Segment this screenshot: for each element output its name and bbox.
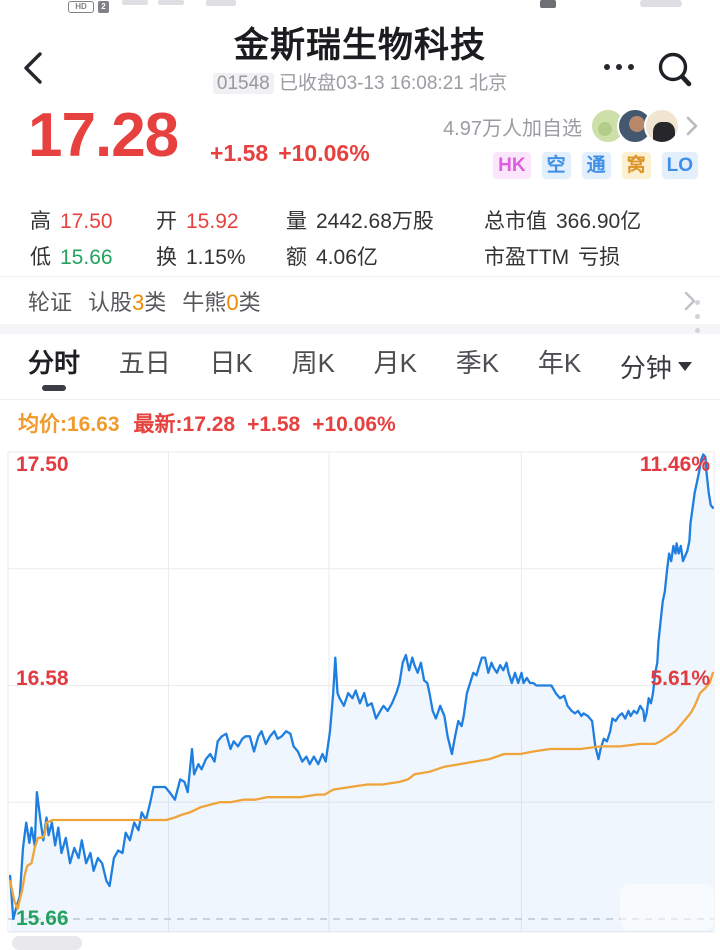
search-button[interactable] [656, 50, 696, 94]
warrants-group: 认股3类 [88, 289, 167, 315]
quote-section: 17.28 +1.58 +10.06% 4.97万人加自选 HK 空通窝 LO [0, 101, 720, 198]
followers-row[interactable]: 4.97万人加自选 [443, 108, 700, 144]
market-tag-lo[interactable]: LO [661, 152, 698, 179]
stat-cell: 高 17.50 [30, 210, 113, 233]
tab-item-1[interactable]: 五日 [118, 347, 171, 378]
stat-cell: 开 15.92 [156, 210, 239, 233]
y-label-mid: 16.58 [16, 667, 69, 690]
intraday-chart[interactable]: 17.50 16.58 15.66 11.46% 5.61% [0, 446, 720, 950]
stock-code: 01548 [212, 73, 274, 94]
carrier-icon [206, 0, 236, 6]
time-icon [540, 0, 556, 8]
stat-cell: 额 4.06亿 [286, 246, 378, 269]
tab-item-4[interactable]: 月K [373, 347, 417, 378]
follower-avatars [590, 108, 680, 144]
stock-status-line: 01548 已收盘03-13 16:08:21 北京 [0, 68, 720, 95]
stat-cell: 量 2442.68万股 [286, 210, 434, 233]
warrants-group: 牛熊0类 [182, 289, 261, 315]
followers-count: 4.97万人加自选 [443, 117, 582, 140]
minute-dropdown[interactable]: 分钟 [620, 348, 692, 385]
section-divider [0, 324, 720, 334]
y-label-high: 17.50 [16, 453, 69, 476]
tab-item-0[interactable]: 分时 [28, 343, 80, 391]
stats-more-button[interactable] [691, 296, 704, 337]
warrants-row[interactable]: 轮证 认股3类 牛熊0类 [0, 276, 720, 324]
market-tag-hk[interactable]: HK [493, 152, 531, 179]
y-label-pct-mid: 5.61% [650, 667, 710, 690]
change-percent: +10.06% [278, 140, 370, 166]
y-label-low: 15.66 [16, 907, 69, 930]
stat-cell: 换 1.15% [156, 246, 246, 269]
wifi-icon [158, 0, 184, 5]
network-badge-icon: 2 [98, 1, 109, 13]
market-status: 已收盘03-13 16:08:21 北京 [279, 73, 508, 94]
last-price: 17.28 [28, 101, 179, 170]
change-value: +1.58 [210, 140, 269, 166]
back-button[interactable] [18, 48, 48, 88]
page-title: 金斯瑞生物科技 [233, 26, 486, 65]
chevron-right-icon [686, 116, 698, 136]
stat-cell: 市盈TTM 亏损 [484, 246, 621, 269]
battery-icon [640, 0, 682, 7]
y-label-pct-high: 11.46% [639, 453, 710, 476]
price-change: +1.58 +10.06% [210, 140, 380, 167]
stats-grid: 高 17.50 开 15.92 量 2442.68万股 总市值 366.90亿低 15.66 换 1… [0, 198, 720, 276]
chart-period-tabs: 分时 五日 日K 周K 月K 季K 年K 分钟 [0, 334, 720, 400]
status-bar: HD 2 [0, 0, 720, 14]
tab-item-3[interactable]: 周K [291, 347, 335, 378]
avatar [644, 108, 680, 144]
bottom-handle [12, 936, 82, 950]
chart-legend: 均价:16.63 最新:17.28 +1.58 +10.06% [0, 400, 720, 446]
avg-price-label: 均价:16.63 [18, 413, 120, 436]
stat-cell: 总市值 366.90亿 [484, 210, 642, 233]
header: 金斯瑞生物科技 01548 已收盘03-13 16:08:21 北京 [0, 14, 720, 102]
signal-icon [122, 0, 148, 5]
market-tag-通[interactable]: 通 [581, 152, 611, 179]
chevron-down-icon [677, 362, 692, 371]
market-tag-空[interactable]: 空 [541, 152, 571, 179]
chart-canvas[interactable] [0, 446, 720, 948]
market-tag-窝[interactable]: 窝 [621, 152, 651, 179]
hd-indicator-icon: HD [68, 1, 94, 13]
tab-item-5[interactable]: 季K [455, 347, 500, 378]
market-tags: HK 空通窝 LO [493, 152, 698, 179]
tab-item-2[interactable]: 日K [209, 347, 253, 378]
chevron-right-icon [684, 291, 696, 310]
warrants-label: 轮证 [28, 289, 73, 315]
stat-cell: 低 15.66 [30, 246, 113, 269]
more-button[interactable] [604, 64, 634, 70]
tab-item-6[interactable]: 年K [537, 347, 582, 378]
watermark-overlay [620, 884, 714, 930]
last-price-label: 最新:17.28 +1.58 +10.06% [133, 413, 396, 436]
